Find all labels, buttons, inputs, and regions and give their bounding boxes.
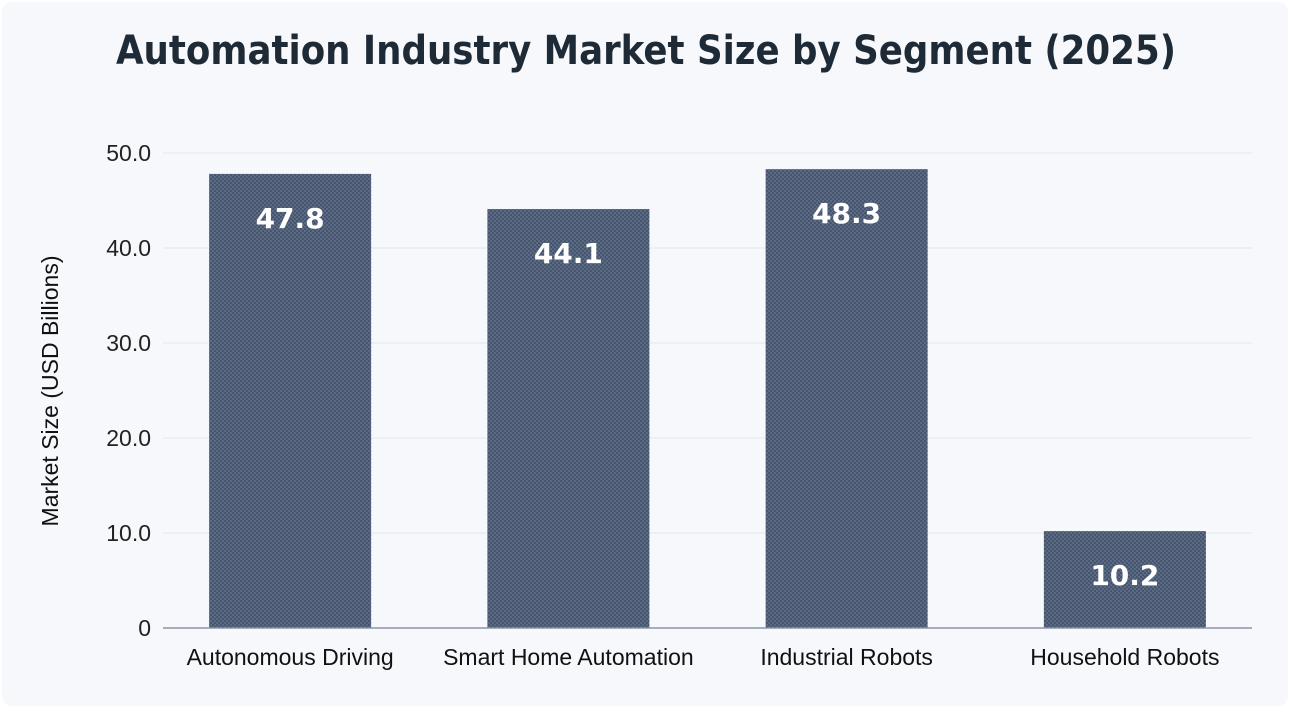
bars — [209, 169, 1206, 629]
y-tick-label: 40.0 — [106, 235, 151, 261]
category-label: Smart Home Automation — [443, 644, 694, 670]
bar — [487, 209, 650, 629]
y-axis-label: Market Size (USD Billions) — [37, 256, 63, 527]
bar — [209, 173, 372, 628]
y-tick-label: 30.0 — [106, 330, 151, 356]
category-label: Household Robots — [1030, 644, 1219, 670]
y-tick-label: 10.0 — [106, 520, 151, 546]
bar-value-label: 10.2 — [1090, 559, 1159, 592]
category-label: Autonomous Driving — [187, 644, 394, 670]
y-tick-label: 50.0 — [106, 140, 151, 166]
category-label: Industrial Robots — [760, 644, 933, 670]
bar — [1043, 531, 1206, 628]
category-labels: Autonomous Driving Smart Home Automation I… — [187, 644, 1220, 670]
bar-value-label: 48.3 — [812, 197, 881, 230]
bar-value-label: 44.1 — [534, 237, 603, 270]
bar-value-label: 47.8 — [256, 202, 325, 235]
y-axis-ticks: 0 10.0 20.0 30.0 40.0 50.0 — [106, 140, 151, 641]
y-tick-label: 0 — [138, 615, 151, 641]
chart-title: Automation Industry Market Size by Segme… — [116, 28, 1176, 74]
y-tick-label: 20.0 — [106, 425, 151, 451]
value-labels: 47.8 44.1 48.3 10.2 — [256, 197, 1160, 592]
bar — [765, 169, 928, 628]
